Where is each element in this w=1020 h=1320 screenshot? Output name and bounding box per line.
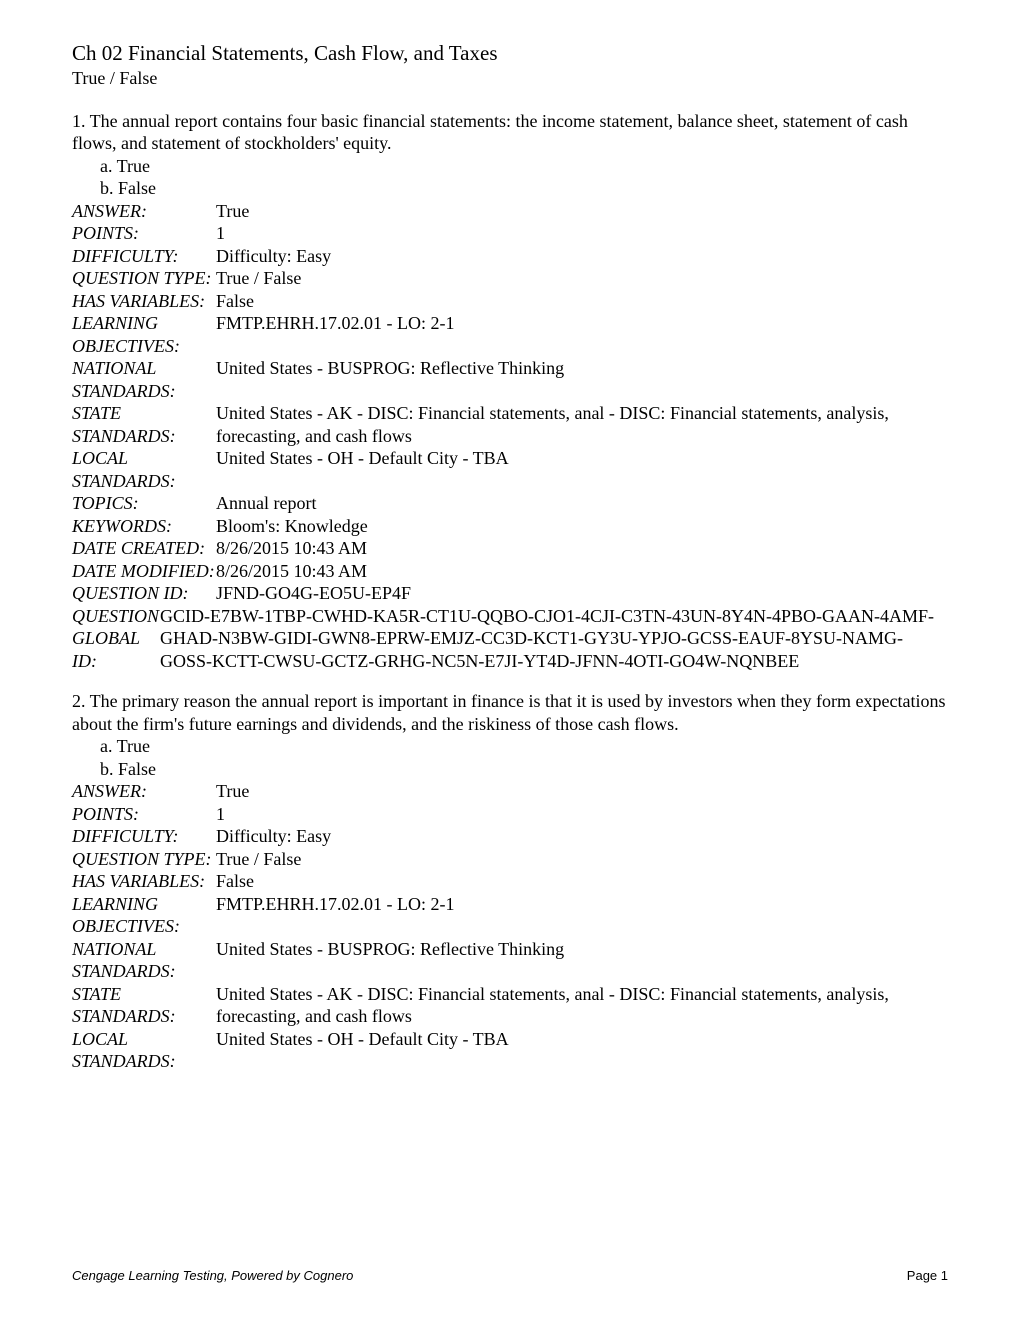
meta-block: ANSWER:True POINTS:1 DIFFICULTY:Difficul… [72,780,948,1073]
created-label: DATE CREATED: [72,537,216,560]
modified-label: DATE MODIFIED: [72,560,216,583]
footer-left: Cengage Learning Testing, Powered by Cog… [72,1268,353,1284]
points-label: POINTS: [72,222,216,245]
answer-label: ANSWER: [72,780,216,803]
topics-label: TOPICS: [72,492,216,515]
points-value: 1 [216,803,948,826]
difficulty-value: Difficulty: Easy [216,825,948,848]
difficulty-label: DIFFICULTY: [72,825,216,848]
section-type: True / False [72,67,948,90]
hasvar-value: False [216,290,948,313]
natstd-value: United States - BUSPROG: Reflective Thin… [216,357,948,380]
answer-label: ANSWER: [72,200,216,223]
statestd-label: STATE STANDARDS: [72,402,216,447]
modified-value: 8/26/2015 10:43 AM [216,560,948,583]
global-value: GCID-E7BW-1TBP-CWHD-KA5R-CT1U-QQBO-CJO1-… [160,605,948,673]
qtype-value: True / False [216,848,948,871]
natstd-value: United States - BUSPROG: Reflective Thin… [216,938,948,961]
keywords-value: Bloom's: Knowledge [216,515,948,538]
hasvar-label: HAS VARIABLES: [72,870,216,893]
global-label: QUESTION GLOBAL ID: [72,605,160,673]
hasvar-value: False [216,870,948,893]
lo-label: LEARNING OBJECTIVES: [72,893,216,938]
topics-value: Annual report [216,492,948,515]
footer: Cengage Learning Testing, Powered by Cog… [72,1268,948,1284]
qtype-label: QUESTION TYPE: [72,848,216,871]
meta-block: ANSWER:True POINTS:1 DIFFICULTY:Difficul… [72,200,948,673]
question-block-2: 2. The primary reason the annual report … [72,690,948,1073]
qtype-label: QUESTION TYPE: [72,267,216,290]
lo-value: FMTP.EHRH.17.02.01 - LO: 2-1 [216,312,948,335]
option-b: b. False [72,758,948,781]
created-value: 8/26/2015 10:43 AM [216,537,948,560]
lo-label: LEARNING OBJECTIVES: [72,312,216,357]
localstd-label: LOCAL STANDARDS: [72,447,216,492]
hasvar-label: HAS VARIABLES: [72,290,216,313]
lo-value: FMTP.EHRH.17.02.01 - LO: 2-1 [216,893,948,916]
localstd-value: United States - OH - Default City - TBA [216,1028,948,1051]
qtype-value: True / False [216,267,948,290]
answer-value: True [216,200,948,223]
option-a: a. True [72,735,948,758]
natstd-label: NATIONAL STANDARDS: [72,938,216,983]
qid-label: QUESTION ID: [72,582,216,605]
difficulty-label: DIFFICULTY: [72,245,216,268]
option-a: a. True [72,155,948,178]
keywords-label: KEYWORDS: [72,515,216,538]
difficulty-value: Difficulty: Easy [216,245,948,268]
statestd-label: STATE STANDARDS: [72,983,216,1028]
option-b: b. False [72,177,948,200]
statestd-value: United States - AK - DISC: Financial sta… [216,402,948,447]
footer-right: Page 1 [907,1268,948,1284]
question-text: 2. The primary reason the annual report … [72,690,948,735]
localstd-label: LOCAL STANDARDS: [72,1028,216,1073]
question-text: 1. The annual report contains four basic… [72,110,948,155]
answer-value: True [216,780,948,803]
qid-value: JFND-GO4G-EO5U-EP4F [216,582,948,605]
question-block-1: 1. The annual report contains four basic… [72,110,948,673]
points-value: 1 [216,222,948,245]
localstd-value: United States - OH - Default City - TBA [216,447,948,470]
points-label: POINTS: [72,803,216,826]
statestd-value: United States - AK - DISC: Financial sta… [216,983,948,1028]
chapter-title: Ch 02 Financial Statements, Cash Flow, a… [72,40,948,66]
natstd-label: NATIONAL STANDARDS: [72,357,216,402]
